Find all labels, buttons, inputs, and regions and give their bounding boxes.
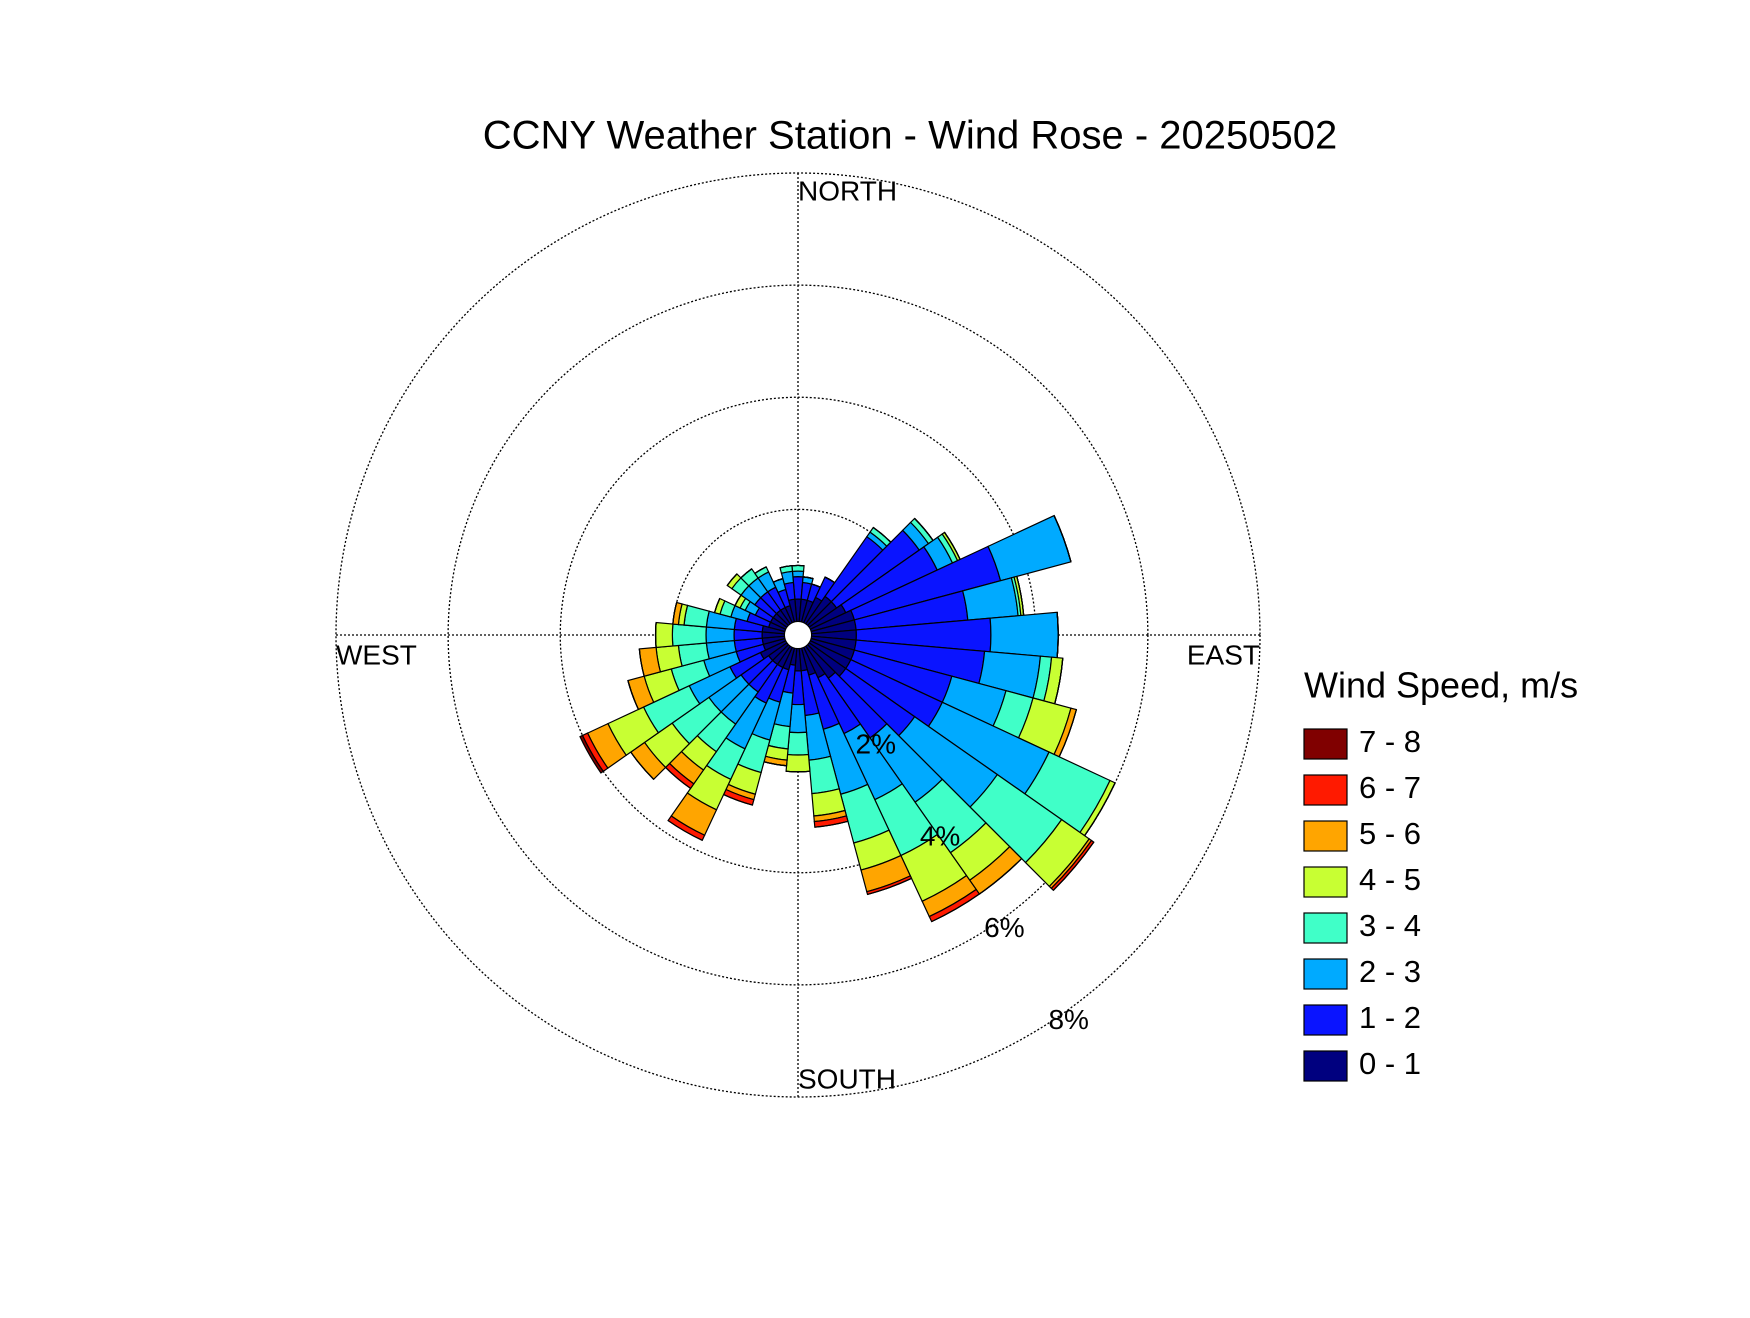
wedge-segment (786, 771, 810, 772)
wedge-segment (990, 612, 1058, 657)
legend-swatch (1304, 1051, 1347, 1081)
r-tick-label: 4% (920, 820, 960, 851)
wedge-segment (792, 565, 804, 571)
wedge-segment (656, 623, 673, 648)
wedge-segment (656, 623, 657, 648)
legend-swatch (1304, 913, 1347, 943)
legend-title: Wind Speed, m/s (1304, 665, 1578, 706)
wedge-segment (788, 732, 809, 755)
legend-label: 4 - 5 (1359, 862, 1421, 897)
legend-swatch (1304, 729, 1347, 759)
legend-label: 5 - 6 (1359, 816, 1421, 851)
legend-swatch (1304, 775, 1347, 805)
direction-label: SOUTH (798, 1063, 896, 1094)
legend-label: 7 - 8 (1359, 724, 1421, 759)
direction-label: NORTH (798, 175, 897, 206)
direction-label: WEST (336, 639, 417, 670)
wedge-segment (786, 755, 810, 772)
direction-label: EAST (1187, 639, 1260, 670)
wedge-segment (684, 605, 709, 627)
legend-label: 0 - 1 (1359, 1046, 1421, 1081)
wedge-segment (672, 624, 706, 646)
chart-title: CCNY Weather Station - Wind Rose - 20250… (483, 114, 1338, 158)
legend-swatch (1304, 1005, 1347, 1035)
center-hole (785, 622, 812, 649)
legend-swatch (1304, 867, 1347, 897)
r-tick-label: 8% (1048, 1004, 1088, 1035)
legend-label: 3 - 4 (1359, 908, 1421, 943)
legend-label: 2 - 3 (1359, 954, 1421, 989)
legend-label: 6 - 7 (1359, 770, 1421, 805)
wedge-segment (792, 571, 803, 577)
legend-swatch (1304, 959, 1347, 989)
legend-label: 1 - 2 (1359, 1000, 1421, 1035)
legend-swatch (1304, 821, 1347, 851)
r-tick-label: 2% (856, 728, 896, 759)
wedges (580, 516, 1115, 922)
r-tick-label: 6% (984, 912, 1024, 943)
